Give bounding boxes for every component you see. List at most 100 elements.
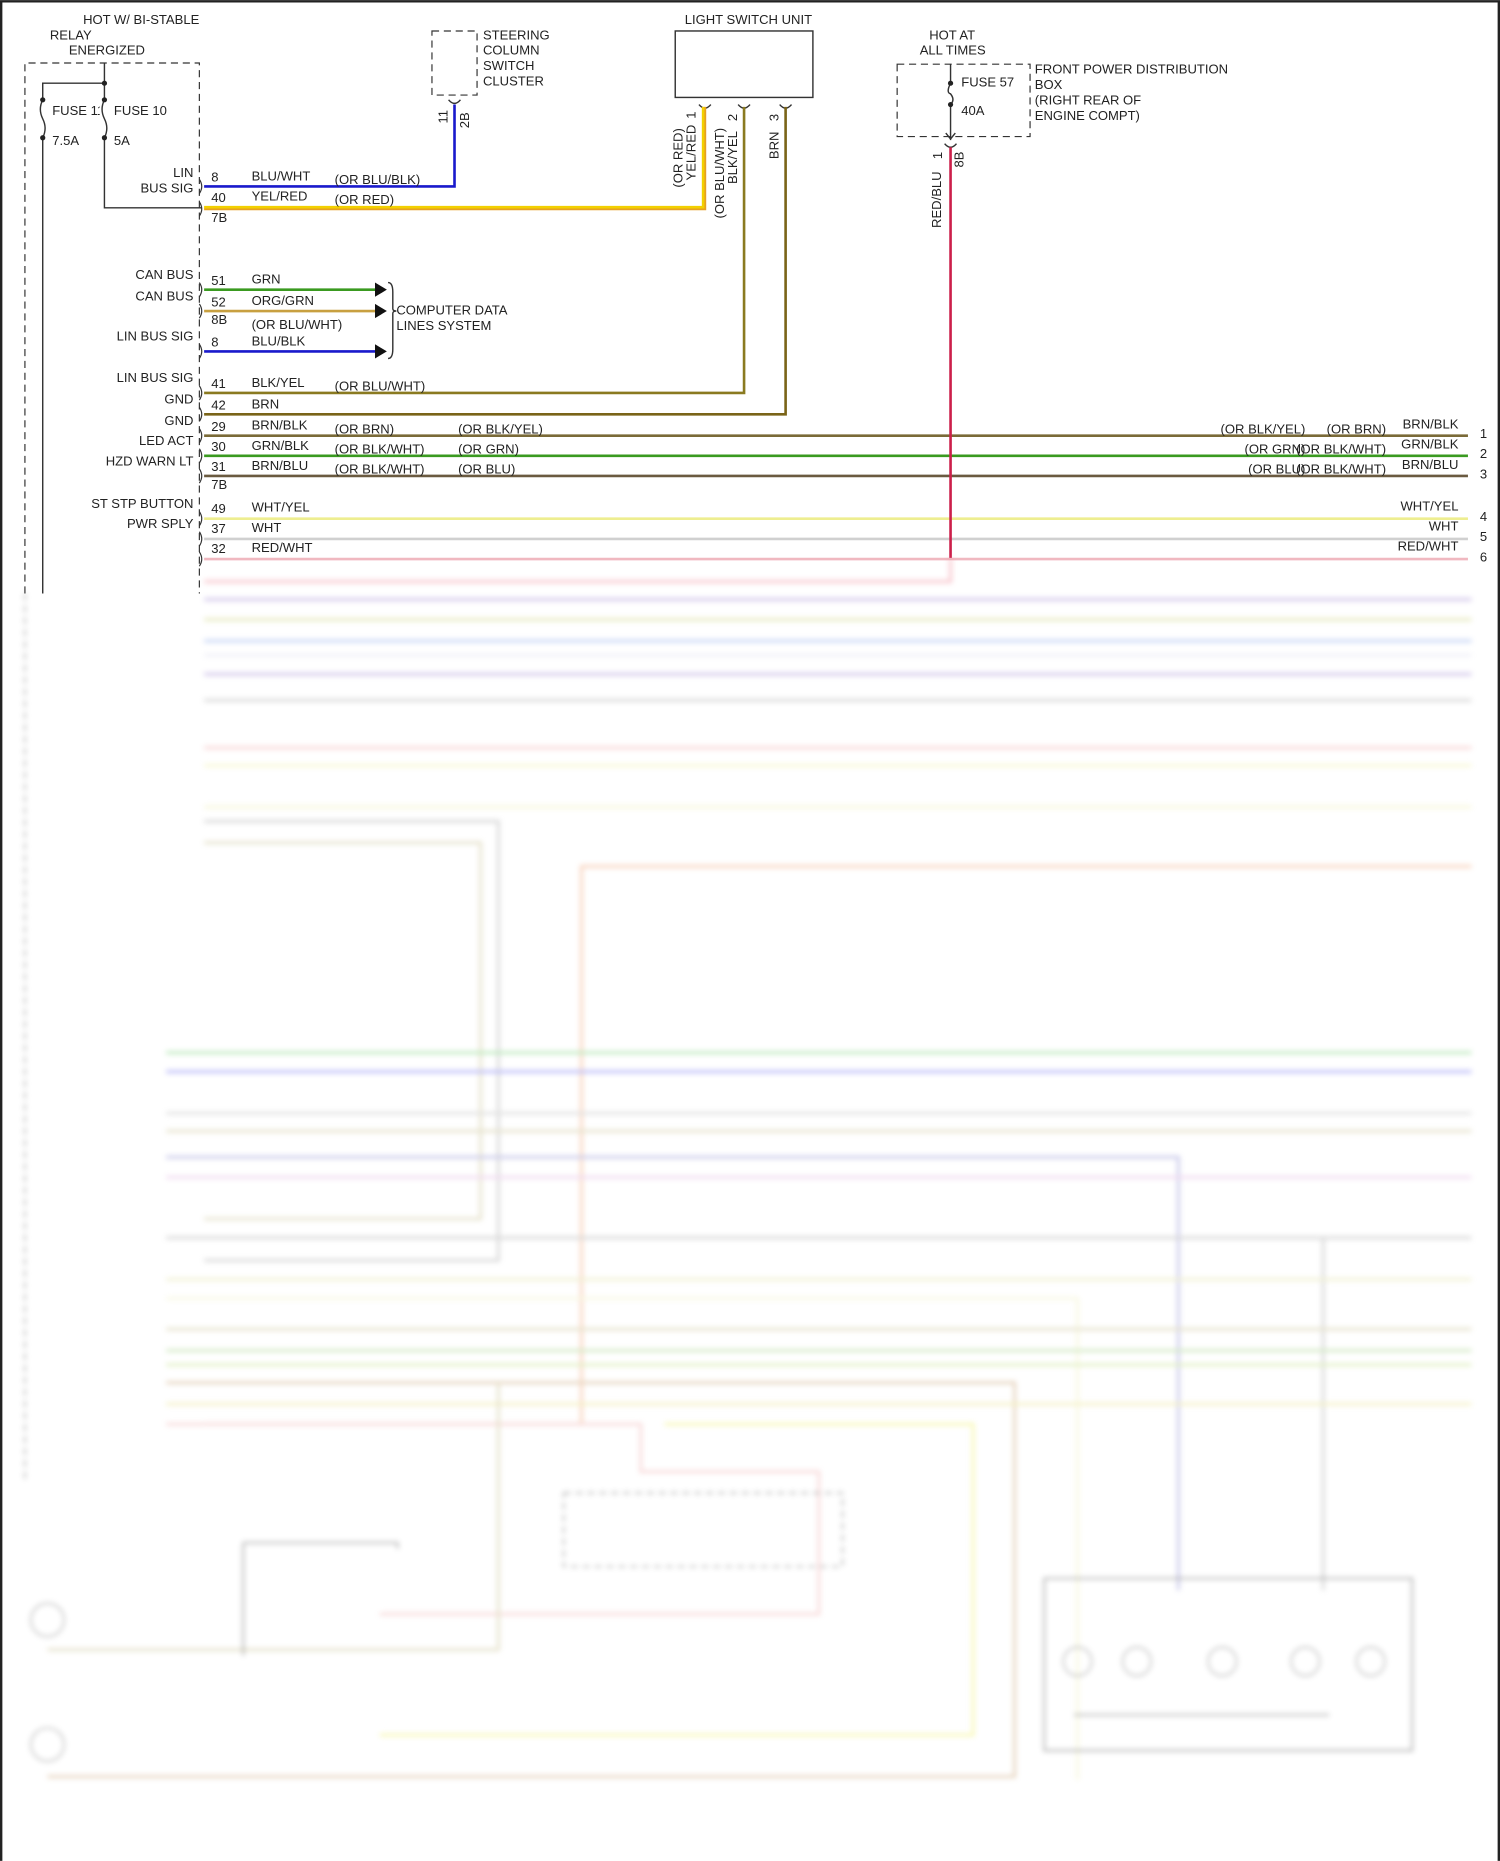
wire-color-label: BRN/BLU [1402, 457, 1459, 472]
hot-label: ALL TIMES [920, 43, 986, 58]
wire-label: YEL/RED [683, 125, 698, 181]
alt-wire-label: (OR BLU) [458, 462, 515, 477]
connector-id: 7B [211, 210, 227, 225]
pin-number: 2 [1480, 446, 1487, 461]
component-label: LIGHT SWITCH UNIT [685, 12, 812, 27]
wire-yel-red [204, 106, 707, 211]
connector-icon [198, 468, 203, 484]
alt-wire-label: (OR GRN) [1244, 441, 1305, 456]
alt-wire-label: (OR BLU/WHT) [335, 379, 426, 394]
pin-number: 4 [1480, 509, 1487, 524]
wire-color-label: BRN [252, 396, 280, 411]
wire-color-label: GRN/BLK [252, 438, 310, 453]
circuit-label: GND [164, 392, 193, 407]
pin-number: 37 [211, 521, 226, 536]
wire-color-label: WHT [1429, 519, 1459, 534]
pin-number: 42 [211, 398, 226, 413]
connector-icon [198, 511, 203, 527]
wire-label: (OR RED) [670, 128, 685, 187]
wire-color-label: BRN/BLU [252, 458, 309, 473]
pin-number: 3 [1480, 466, 1487, 481]
fuse-rating: 5A [114, 133, 130, 148]
component-label: COLUMN [483, 43, 540, 58]
alt-wire-label: (OR BRN) [335, 421, 394, 436]
fuse-label: FUSE 10 [114, 103, 167, 118]
pin-number: 1 [930, 152, 945, 159]
connector-icon [198, 303, 203, 319]
fuse-11: FUSE 11 7.5A [37, 97, 104, 148]
bcm-box [24, 62, 200, 594]
component-label: CLUSTER [483, 74, 544, 89]
circuit-label: CAN BUS [135, 267, 193, 282]
connector-icon [198, 343, 203, 359]
connector-icon [198, 385, 203, 401]
component-label: STEERING [483, 27, 550, 42]
wire-color-label: BLU/WHT [252, 169, 311, 184]
circuit-label: LIN [173, 165, 193, 180]
wire-color-label: BRN/BLK [252, 418, 308, 433]
component-label: BOX [1035, 77, 1063, 92]
fuse-10: FUSE 10 5A [99, 80, 167, 148]
connector-id: 8B [952, 151, 967, 167]
wire-color-label: GRN [252, 272, 281, 287]
wire-color-label: WHT/YEL [252, 500, 310, 515]
wire-label: RED/BLU [929, 171, 944, 228]
pin-number: 52 [211, 294, 226, 309]
wire-brn [204, 106, 787, 416]
wire-color-label: BRN/BLK [1403, 417, 1459, 432]
wire-yel-red-stripe [204, 106, 705, 209]
connector-icon [198, 531, 203, 547]
circuit-label: CAN BUS [135, 288, 193, 303]
alt-wire-label: (OR BLU/WHT) [252, 317, 343, 332]
wire-color-label: RED/WHT [1398, 539, 1459, 554]
pin-number: 40 [211, 190, 226, 205]
arrow-icon [375, 282, 387, 359]
fuse-label: FUSE 57 [961, 75, 1014, 90]
wire-label: (OR BLU/WHT) [712, 128, 727, 219]
wire-color-label: RED/WHT [252, 540, 313, 555]
pin-number: 8 [211, 335, 218, 350]
fuse-label: FUSE 11 [52, 103, 104, 118]
fuse-rating: 7.5A [52, 133, 79, 148]
alt-wire-label: (OR BLK/WHT) [1296, 462, 1386, 477]
pin-number: 30 [211, 439, 226, 454]
alt-wire-label: (OR BLK/YEL) [458, 421, 543, 436]
circuit-label: HZD WARN LT [106, 453, 194, 468]
alt-wire-label: (OR BLK/WHT) [335, 441, 425, 456]
pin-number: 51 [211, 273, 226, 288]
wires [204, 104, 1468, 561]
circuit-label: PWR SPLY [127, 516, 194, 531]
wire-label: BLK/YEL [725, 131, 740, 184]
alt-wire-label: (OR BLK/WHT) [1296, 441, 1386, 456]
pin-number: 11 [435, 110, 450, 124]
wire-color-label: BLK/YEL [252, 375, 305, 390]
connector-icon [198, 448, 203, 464]
lower-diagram-blurred [24, 557, 1472, 1781]
pin-number: 6 [1480, 549, 1487, 564]
pin-number: 31 [211, 459, 226, 474]
cdl-label: COMPUTER DATA [396, 303, 507, 318]
alt-wire-label: (OR BRN) [1327, 421, 1386, 436]
connector-icon [198, 282, 203, 298]
pin-number: 29 [211, 419, 226, 434]
pin-number: 1 [1480, 426, 1487, 441]
circuit-label: LIN BUS SIG [117, 329, 194, 344]
cdl-label: LINES SYSTEM [396, 318, 491, 333]
brace [387, 281, 397, 360]
alt-wire-label: (OR GRN) [458, 441, 519, 456]
connector-icon [198, 428, 203, 444]
wire-label: BRN [766, 132, 781, 160]
pin-number: 1 [683, 112, 698, 119]
wire-blu-wht [204, 104, 456, 188]
circuit-label: LIN BUS SIG [117, 370, 194, 385]
bcm-title-line: ENERGIZED [69, 43, 145, 58]
component-label: FRONT POWER DISTRIBUTION [1035, 62, 1228, 77]
wire-color-label: GRN/BLK [1401, 437, 1459, 452]
alt-wire-label: (OR RED) [335, 192, 394, 207]
pin-number: 8 [211, 170, 218, 185]
bcm-title-line: RELAY [50, 27, 92, 42]
steering-column-switch-cluster: STEERING COLUMN SWITCH CLUSTER 11 2B [431, 27, 550, 128]
light-switch-unit: LIGHT SWITCH UNIT 1 2 3 (OR RED) YEL/RED… [670, 12, 814, 219]
